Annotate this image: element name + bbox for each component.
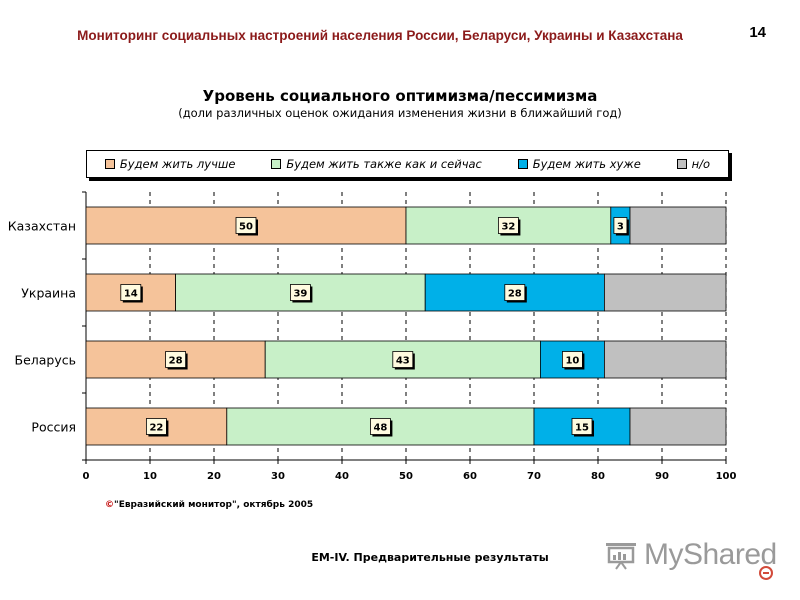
x-tick-label: 70 xyxy=(527,471,541,482)
legend-swatch xyxy=(104,159,115,169)
chart-title: Уровень социального оптимизма/пессимизма xyxy=(202,87,598,105)
bar-segment xyxy=(629,206,727,245)
data-label: 28 xyxy=(508,289,522,300)
data-label-box xyxy=(562,351,583,368)
data-label-box xyxy=(504,284,526,301)
data-label: 14 xyxy=(124,289,138,300)
x-tick-label: 40 xyxy=(335,471,349,482)
presentation-board-icon xyxy=(606,543,636,570)
data-label: 50 xyxy=(239,222,253,233)
x-tick-label: 30 xyxy=(271,471,285,482)
data-label-box xyxy=(145,418,167,435)
data-label: 3 xyxy=(617,222,624,233)
bar-segment xyxy=(629,407,727,446)
logo-text: MyShared xyxy=(644,538,777,571)
data-label: 15 xyxy=(575,423,589,434)
legend-swatch xyxy=(271,159,282,169)
data-label-box xyxy=(613,217,628,234)
collapse-circle-icon[interactable] xyxy=(759,566,773,580)
data-label-box xyxy=(235,217,257,234)
bar-segment xyxy=(604,273,727,312)
chart-legend: Будем жить лучше Будем жить также как и … xyxy=(86,150,729,178)
data-label: 48 xyxy=(373,423,387,434)
category-label: Украина xyxy=(21,286,76,301)
x-tick-label: 0 xyxy=(83,471,90,482)
category-label: Казахстан xyxy=(8,219,76,234)
x-tick-label: 80 xyxy=(591,471,605,482)
bar-segment xyxy=(604,340,727,379)
legend-swatch xyxy=(517,159,528,169)
data-label: 43 xyxy=(396,356,410,367)
copyright-symbol: © xyxy=(105,500,114,510)
legend-label: Будем жить хуже xyxy=(532,157,641,171)
footer-text: EM-IV. Предварительные результаты xyxy=(311,551,549,564)
legend-item-no-answer: н/о xyxy=(676,157,711,171)
x-tick-label: 100 xyxy=(716,471,737,482)
legend-item-same: Будем жить также как и сейчас xyxy=(271,157,482,171)
legend-label: Будем жить лучше xyxy=(119,157,236,171)
x-tick-label: 50 xyxy=(399,471,413,482)
page-header-title: Мониторинг социальных настроений населен… xyxy=(77,28,683,43)
chart-subtitle: (доли различных оценок ожидания изменени… xyxy=(178,106,622,120)
category-label: Беларусь xyxy=(15,353,77,368)
page-number: 14 xyxy=(749,24,766,41)
x-tick-label: 90 xyxy=(655,471,669,482)
x-tick-label: 60 xyxy=(463,471,477,482)
data-label-box xyxy=(165,351,187,368)
data-label-box xyxy=(571,418,593,435)
legend-label: Будем жить также как и сейчас xyxy=(286,157,482,171)
data-label: 32 xyxy=(501,222,515,233)
data-label: 10 xyxy=(565,356,579,367)
data-label-box xyxy=(120,284,142,301)
source-note: ©"Евразийский монитор", октябрь 2005 xyxy=(105,500,313,510)
legend-swatch xyxy=(676,159,687,169)
data-label: 22 xyxy=(149,423,163,434)
x-tick-label: 10 xyxy=(143,471,157,482)
data-label: 28 xyxy=(169,356,183,367)
legend-item-worse: Будем жить хуже xyxy=(517,157,641,171)
data-label-box xyxy=(289,284,311,301)
data-label: 39 xyxy=(293,289,307,300)
category-label: Россия xyxy=(31,420,76,435)
source-note-text: "Евразийский монитор", октябрь 2005 xyxy=(114,500,314,510)
legend-label: н/о xyxy=(691,157,711,171)
myshared-logo[interactable]: MyShared xyxy=(604,538,777,572)
data-label-box xyxy=(369,418,391,435)
data-label-box xyxy=(497,217,519,234)
x-tick-label: 20 xyxy=(207,471,221,482)
legend-item-better: Будем жить лучше xyxy=(104,157,236,171)
data-label-box xyxy=(392,351,414,368)
